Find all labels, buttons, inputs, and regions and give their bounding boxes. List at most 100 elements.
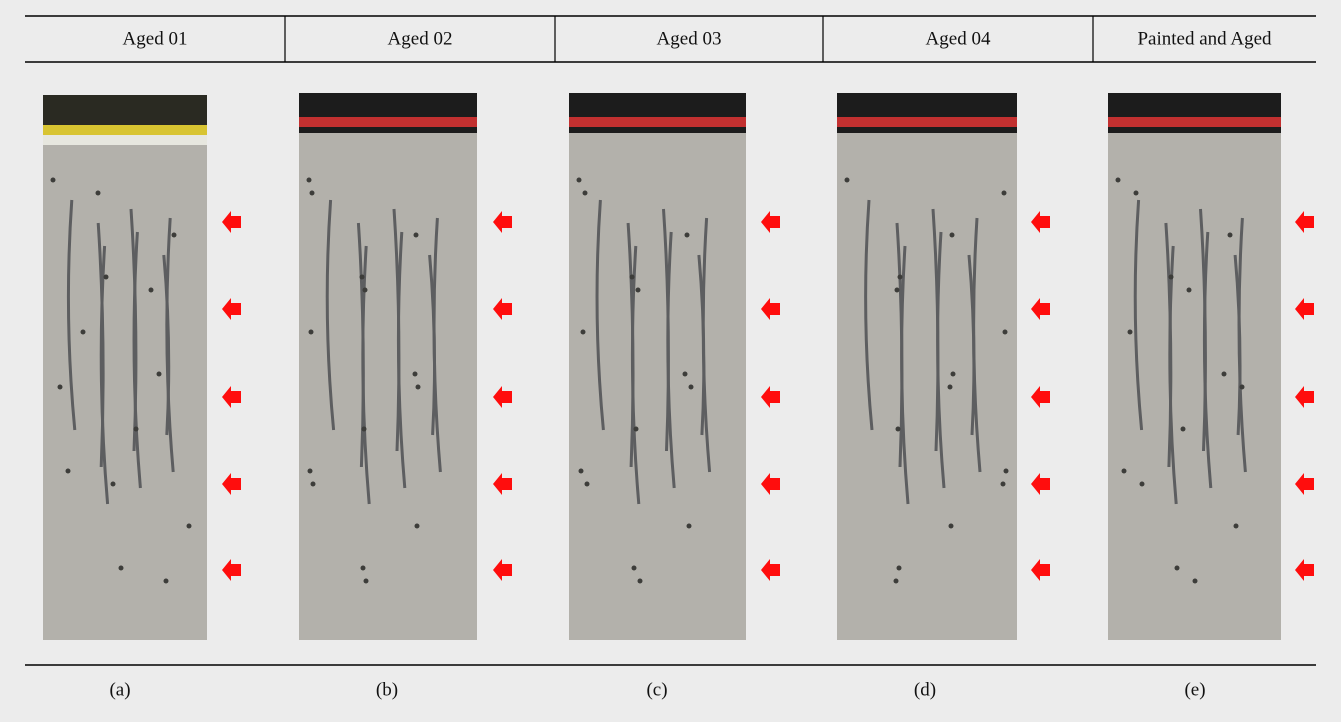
load-arrow — [1031, 473, 1050, 495]
fibre — [325, 199, 336, 431]
pore — [1133, 190, 1139, 196]
load-arrow — [493, 559, 512, 581]
concrete — [299, 93, 477, 640]
pore — [1115, 177, 1121, 183]
pore — [576, 177, 582, 183]
load-arrow — [493, 211, 512, 233]
column-header: Aged 04 — [926, 28, 991, 49]
load-arrow — [1295, 386, 1314, 408]
pore — [844, 177, 850, 183]
pore — [950, 371, 956, 377]
pore — [637, 578, 643, 584]
load-arrow — [222, 298, 241, 320]
fibre — [361, 245, 371, 505]
load-arrow — [1031, 211, 1050, 233]
ruler-scale — [837, 117, 1017, 127]
pore — [897, 274, 903, 280]
pore — [118, 565, 124, 571]
pore — [1180, 426, 1186, 432]
pore — [65, 468, 71, 474]
pore — [948, 523, 954, 529]
concrete — [43, 95, 207, 640]
specimen-photo — [837, 93, 1017, 640]
pore — [894, 287, 900, 293]
pore — [682, 371, 688, 377]
pore — [688, 384, 694, 390]
column-header: Aged 03 — [657, 28, 722, 49]
fibre — [972, 217, 982, 473]
pore — [133, 426, 139, 432]
pore — [1121, 468, 1127, 474]
ruler-scale — [299, 117, 477, 127]
pore — [310, 481, 316, 487]
fibre — [132, 231, 142, 489]
specimen-photo — [569, 93, 746, 640]
pore — [95, 190, 101, 196]
pore — [309, 190, 315, 196]
pore — [1002, 329, 1008, 335]
pore — [50, 177, 56, 183]
pore — [580, 329, 586, 335]
pore — [414, 523, 420, 529]
pore — [1000, 481, 1006, 487]
pore — [686, 523, 692, 529]
pore — [582, 190, 588, 196]
pore — [947, 384, 953, 390]
load-arrow — [761, 211, 780, 233]
pore — [1221, 371, 1227, 377]
pore — [80, 329, 86, 335]
fibre — [630, 245, 641, 505]
load-arrow — [1031, 298, 1050, 320]
load-arrow — [222, 386, 241, 408]
pore — [1233, 523, 1239, 529]
panel-caption: (d) — [914, 679, 936, 700]
load-arrow — [1295, 473, 1314, 495]
pore — [893, 578, 899, 584]
fibre — [432, 217, 442, 473]
pore — [57, 384, 63, 390]
pore — [631, 565, 637, 571]
pore — [360, 565, 366, 571]
pore — [1227, 232, 1233, 238]
load-arrow — [222, 211, 241, 233]
column-header: Aged 02 — [388, 28, 453, 49]
concrete — [1108, 93, 1281, 640]
fibre — [1202, 231, 1213, 489]
load-arrow — [493, 386, 512, 408]
column-header: Painted and Aged — [1137, 28, 1272, 49]
column-header: Aged 01 — [123, 28, 188, 49]
fibre — [1237, 217, 1247, 473]
pore — [1003, 468, 1009, 474]
pore — [306, 177, 312, 183]
ruler-scale — [1108, 117, 1281, 127]
load-arrow — [1295, 211, 1314, 233]
fibre — [701, 217, 712, 473]
load-arrow — [1295, 559, 1314, 581]
fibre — [864, 199, 874, 431]
pore — [633, 426, 639, 432]
pore — [949, 232, 955, 238]
specimen-photo — [1108, 93, 1281, 640]
load-arrow — [222, 473, 241, 495]
pore — [1168, 274, 1174, 280]
pore — [415, 384, 421, 390]
pore — [1127, 329, 1133, 335]
fibre — [396, 231, 407, 489]
fibre — [99, 245, 110, 505]
pore — [635, 287, 641, 293]
pore — [361, 426, 367, 432]
pore — [148, 287, 154, 293]
pore — [584, 481, 590, 487]
pore — [1139, 481, 1145, 487]
pore — [895, 426, 901, 432]
load-arrow — [1295, 298, 1314, 320]
panel-caption: (b) — [376, 679, 398, 700]
pore — [186, 523, 192, 529]
pore — [1174, 565, 1180, 571]
pore — [156, 371, 162, 377]
load-arrow — [1031, 559, 1050, 581]
fibre — [666, 231, 676, 489]
pore — [307, 468, 313, 474]
ruler-scale — [43, 135, 207, 145]
